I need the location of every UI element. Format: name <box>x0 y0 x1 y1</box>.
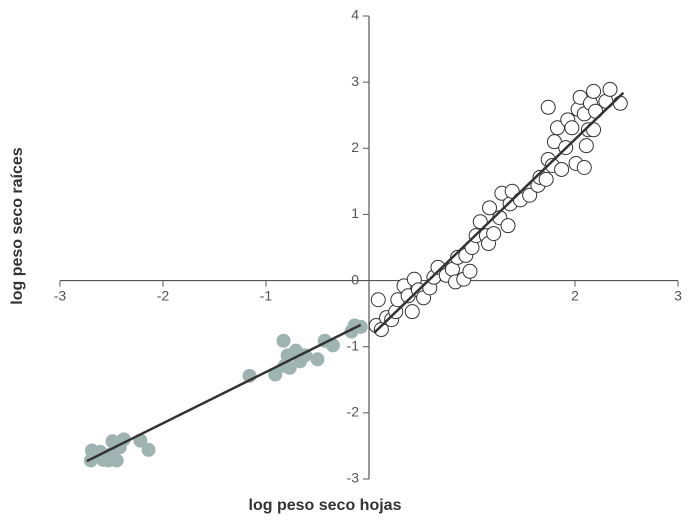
y-tick-label: -2 <box>347 404 360 420</box>
point <box>276 333 291 348</box>
point <box>116 432 131 447</box>
point <box>325 338 340 353</box>
point <box>482 200 498 216</box>
point <box>612 95 628 111</box>
point <box>564 120 580 136</box>
point <box>554 161 570 177</box>
y-tick-label: 0 <box>351 271 359 287</box>
point <box>540 99 556 115</box>
point <box>353 319 368 334</box>
point <box>586 83 602 99</box>
y-tick-label: -3 <box>347 470 360 486</box>
point <box>576 159 592 175</box>
point <box>370 292 386 308</box>
x-tick-label: -2 <box>157 287 170 303</box>
fit-line <box>373 91 625 334</box>
point <box>472 214 488 230</box>
y-axis-title: log peso seco raíces <box>9 147 26 305</box>
point <box>101 453 116 468</box>
y-tick-label: -1 <box>347 337 360 353</box>
point <box>578 138 594 154</box>
x-tick-label: -1 <box>260 287 273 303</box>
x-tick-label: 3 <box>674 287 682 303</box>
point <box>486 226 502 242</box>
point <box>141 442 156 457</box>
fit-line <box>86 323 362 463</box>
y-tick-label: 4 <box>351 7 359 23</box>
x-tick-label: 2 <box>571 287 579 303</box>
point <box>602 81 618 97</box>
y-tick-label: 1 <box>351 205 359 221</box>
y-tick-label: 2 <box>351 139 359 155</box>
x-tick-label: -3 <box>54 287 67 303</box>
y-tick-label: 3 <box>351 73 359 89</box>
point <box>500 218 516 234</box>
point <box>538 171 554 187</box>
point <box>522 187 538 203</box>
x-axis-title: log peso seco hojas <box>249 497 402 514</box>
point <box>268 367 283 382</box>
point <box>462 263 478 279</box>
point <box>310 352 325 367</box>
point <box>404 304 420 320</box>
